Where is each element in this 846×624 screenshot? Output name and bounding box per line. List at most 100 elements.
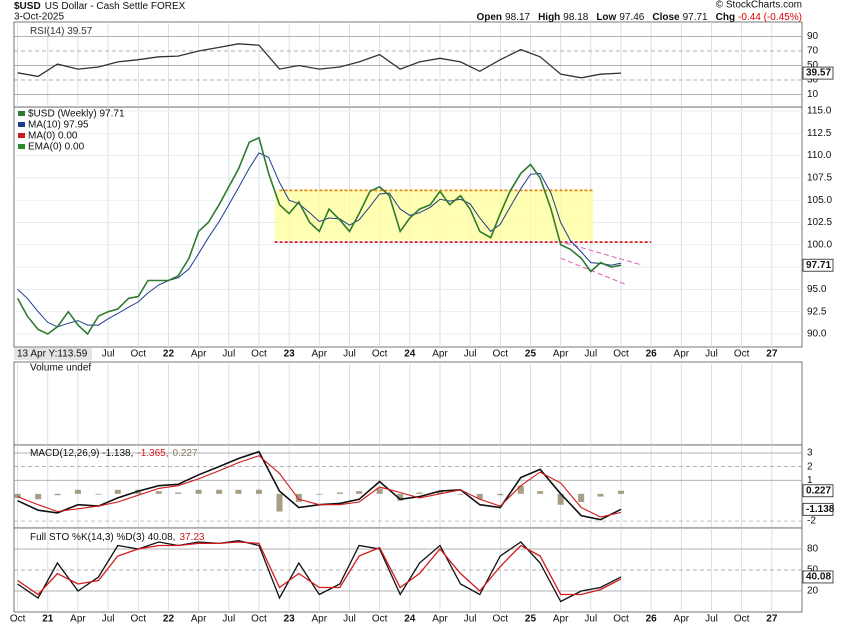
x-tick-label: Jul — [343, 349, 356, 360]
y-tick-label: -2 — [807, 516, 816, 527]
legend-label: MACD(12,26,9) -1.138, — [30, 448, 133, 459]
x-tick-label: Oct — [372, 349, 388, 360]
histogram-bar — [54, 493, 61, 496]
x-tick-label: Oct — [493, 349, 509, 360]
y-tick-label: 102.5 — [807, 217, 832, 228]
value-box — [802, 258, 834, 272]
histogram-bar — [195, 489, 202, 494]
cursor-box — [14, 348, 92, 360]
histogram-bar — [537, 491, 544, 494]
x-tick-label: Apr — [553, 614, 569, 624]
histogram-bar — [95, 493, 102, 495]
x-tick-label: Jul — [584, 614, 597, 624]
x-tick-label: 23 — [284, 614, 296, 624]
x-tick-label: Apr — [674, 614, 690, 624]
y-tick-label: 80 — [807, 544, 819, 555]
x-tick-label: Oct — [613, 614, 629, 624]
y-tick-label: 50 — [807, 565, 819, 576]
x-tick-label: Jul — [464, 614, 477, 624]
x-tick-label: 27 — [766, 349, 778, 360]
x-tick-label: Jul — [464, 349, 477, 360]
histogram-bar — [416, 492, 423, 494]
quote-label: Low — [596, 12, 616, 23]
y-tick-label: 90 — [807, 31, 819, 42]
value-box-label: 97.71 — [806, 260, 831, 271]
quote-label: High — [538, 12, 560, 23]
histogram-bar — [517, 485, 524, 494]
legend-label: RSI(14) 39.57 — [30, 26, 93, 37]
x-tick-label: Jul — [705, 349, 718, 360]
legend-label: EMA(0) 0.00 — [28, 142, 85, 153]
quote-value: -0.44 (-0.45%) — [738, 12, 802, 23]
value-box-label: 39.57 — [806, 68, 831, 79]
y-tick-label: 30 — [807, 75, 819, 86]
x-tick-label: Jul — [222, 614, 235, 624]
histogram-bar — [235, 489, 242, 494]
histogram-bar — [476, 493, 483, 500]
x-tick-label: Jul — [343, 614, 356, 624]
channel-line — [565, 242, 643, 266]
histogram-bar — [376, 488, 383, 494]
x-tick-label: Jul — [102, 349, 115, 360]
histogram-bar — [436, 491, 443, 494]
x-tick-label: Apr — [553, 349, 569, 360]
x-tick-label: Apr — [432, 349, 448, 360]
x-tick-label: 27 — [766, 614, 778, 624]
x-tick-label: 24 — [404, 614, 416, 624]
quote-label: Chg — [716, 12, 735, 23]
x-tick-label: Jul — [705, 614, 718, 624]
y-tick-label: 2 — [807, 461, 813, 472]
x-tick-label: Oct — [131, 349, 147, 360]
histogram-bar — [617, 490, 624, 494]
x-tick-label: Apr — [312, 349, 328, 360]
x-tick-label: Apr — [191, 614, 207, 624]
value-box — [802, 66, 834, 80]
histogram-bar — [497, 493, 504, 496]
x-tick-label: 26 — [646, 349, 658, 360]
y-tick-label: 10 — [807, 89, 819, 100]
quote-value: 97.71 — [683, 12, 708, 23]
x-tick-label: Oct — [493, 614, 509, 624]
x-tick-label: 22 — [163, 349, 175, 360]
y-tick-label: 70 — [807, 46, 819, 57]
histogram-bar — [316, 493, 323, 495]
quote-value: 97.46 — [619, 12, 644, 23]
legend-label: MA(0) 0.00 — [28, 131, 78, 142]
y-tick-label: 50 — [807, 60, 819, 71]
y-tick-label: 20 — [807, 586, 819, 597]
x-tick-label: Oct — [734, 349, 750, 360]
x-tick-label: Apr — [191, 349, 207, 360]
series-line — [17, 539, 622, 603]
quote-value: 98.17 — [505, 12, 530, 23]
histogram-bar — [578, 493, 585, 503]
x-tick-label: 25 — [525, 349, 537, 360]
legend-label: 0.227 — [173, 448, 198, 459]
legend-swatch — [18, 122, 25, 127]
legend-label: $USD (Weekly) 97.71 — [28, 109, 125, 120]
legend: Full STO %K(14,3) %D(3) 40.08, 37.23 — [30, 532, 205, 543]
histogram-bar — [14, 493, 21, 498]
x-tick-label: 25 — [525, 614, 537, 624]
series-line — [17, 152, 622, 328]
quote-value: 98.18 — [563, 12, 588, 23]
histogram-bar — [457, 493, 464, 495]
value-box — [802, 502, 834, 516]
x-tick-label: 26 — [646, 614, 658, 624]
value-box-label: 40.08 — [806, 572, 831, 583]
legend: MACD(12,26,9) -1.138, -1.365, 0.227 — [30, 448, 198, 459]
histogram-bar — [336, 492, 343, 494]
x-tick-label: Oct — [251, 349, 267, 360]
histogram-bar — [397, 493, 404, 501]
x-tick-label: 23 — [284, 349, 296, 360]
histogram-bar — [276, 493, 283, 512]
series-line — [17, 43, 622, 79]
panel — [13, 361, 803, 446]
name: US Dollar - Cash Settle FOREX — [45, 1, 186, 12]
x-tick-label: Oct — [10, 614, 26, 624]
value-box — [802, 484, 834, 498]
histogram-bar — [114, 489, 121, 494]
y-tick-label: 105.0 — [807, 195, 832, 206]
legend: RSI(14) 39.57 — [30, 26, 93, 37]
y-tick-label: 107.5 — [807, 173, 832, 184]
y-tick-label: 110.0 — [807, 150, 832, 161]
